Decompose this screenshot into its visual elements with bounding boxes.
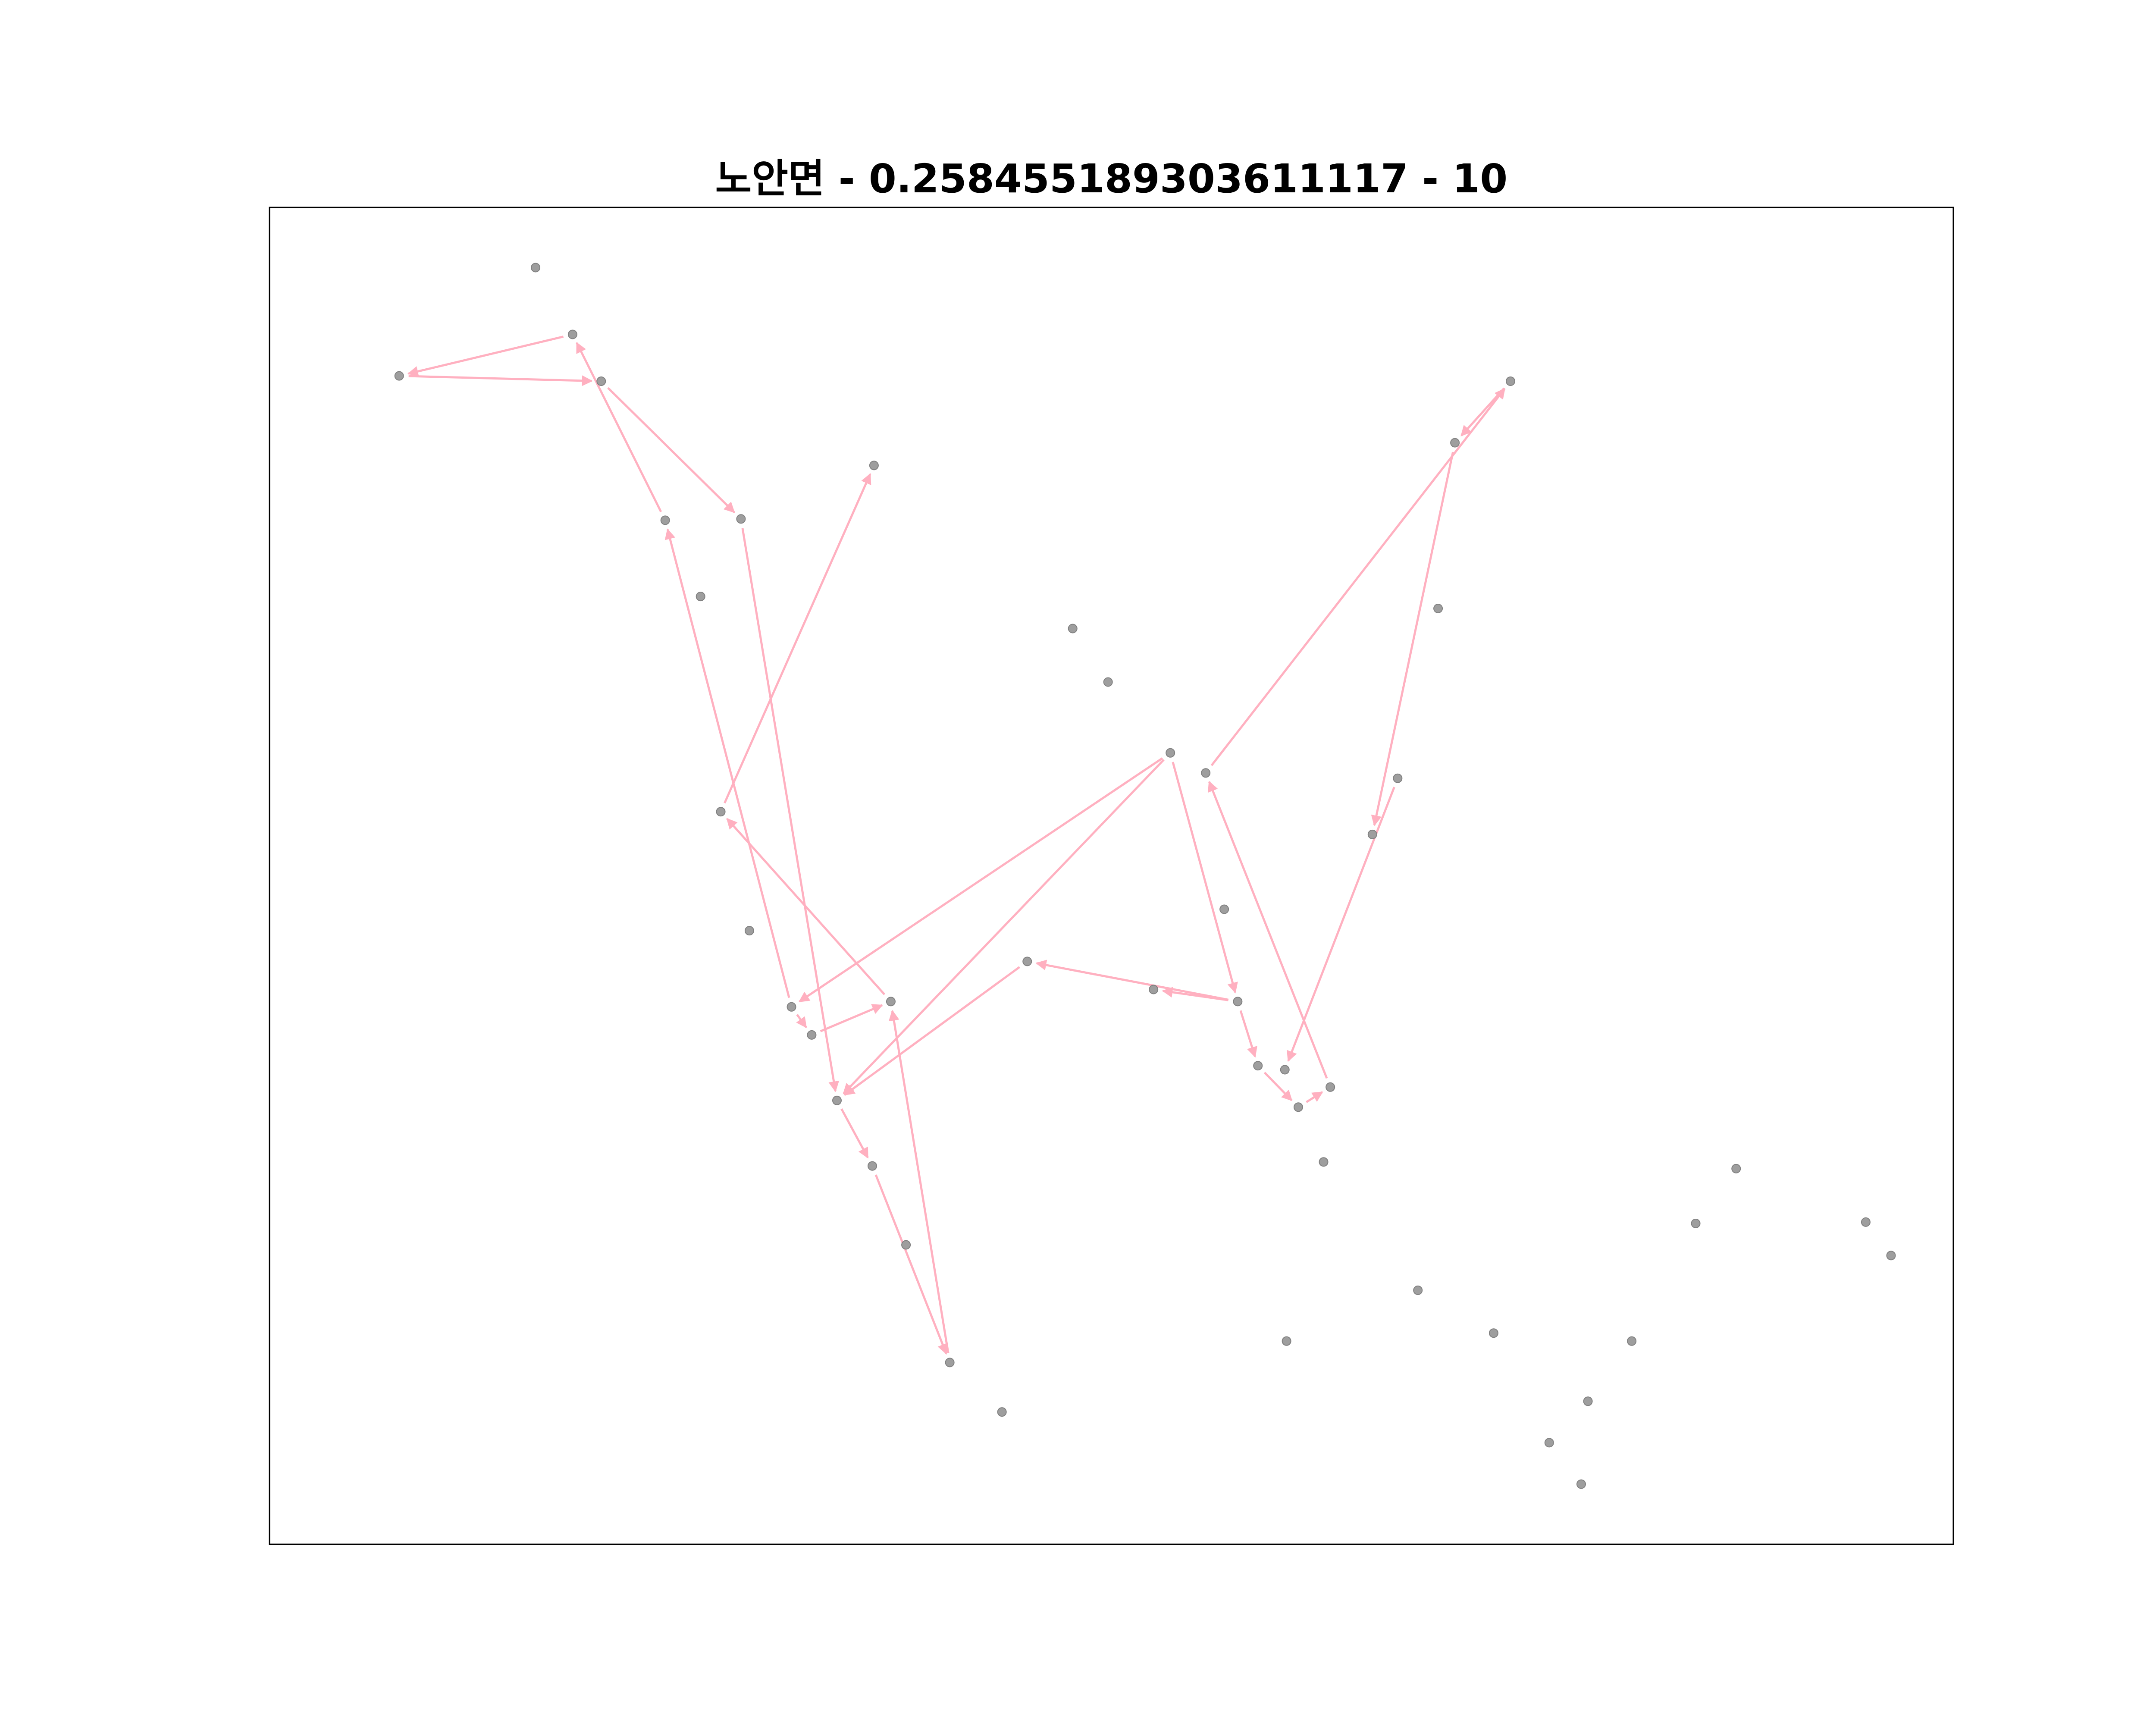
data-point-25: [807, 1030, 817, 1040]
data-point-11: [1068, 624, 1078, 634]
arrow-13-to-22: [1172, 762, 1238, 994]
data-point-43: [997, 1407, 1007, 1417]
arrow-15-to-27: [1287, 787, 1395, 1062]
arrow-2-to-3: [408, 375, 593, 386]
arrow-5-to-17: [1371, 452, 1454, 826]
data-point-45: [1544, 1438, 1554, 1448]
data-point-19: [744, 926, 754, 936]
data-point-2: [394, 371, 404, 381]
data-point-22: [1233, 997, 1243, 1007]
data-point-41: [1627, 1336, 1637, 1346]
point-layer: [394, 263, 1896, 1489]
arrow-23-to-16: [726, 818, 886, 995]
data-point-32: [1319, 1157, 1329, 1167]
data-point-0: [530, 263, 540, 273]
arrow-22-to-20: [1035, 960, 1229, 1001]
arrow-1-to-2: [407, 336, 564, 377]
data-point-14: [1201, 768, 1211, 778]
data-point-3: [596, 376, 606, 386]
data-point-20: [1022, 957, 1032, 966]
arrow-8-to-30: [741, 528, 840, 1092]
data-point-5: [1450, 438, 1460, 448]
chart-title: 노안면 - 0.258455189303611117 - 10: [715, 156, 1508, 202]
data-point-31: [867, 1161, 877, 1171]
arrow-14-to-4: [1210, 388, 1506, 766]
arrow-22-to-26: [1239, 1010, 1257, 1058]
data-point-13: [1166, 748, 1175, 758]
data-point-29: [1293, 1102, 1303, 1112]
arrow-3-to-8: [607, 387, 735, 513]
arrow-30-to-31: [840, 1108, 869, 1159]
data-point-21: [1149, 985, 1159, 994]
data-point-38: [1413, 1286, 1423, 1295]
arrow-31-to-39: [874, 1174, 948, 1355]
arrow-layer: [407, 336, 1506, 1355]
data-point-27: [1280, 1065, 1290, 1075]
data-point-28: [1326, 1082, 1335, 1092]
arrow-20-to-30: [843, 966, 1020, 1096]
data-point-4: [1505, 376, 1515, 386]
data-point-34: [1691, 1219, 1701, 1228]
data-point-30: [832, 1095, 842, 1105]
arrow-26-to-29: [1263, 1072, 1293, 1101]
data-point-6: [869, 461, 879, 470]
arrow-24-to-25: [796, 1014, 807, 1029]
data-point-15: [1393, 773, 1403, 783]
data-point-37: [1886, 1251, 1896, 1261]
plot-area-frame: [269, 207, 1954, 1545]
data-point-44: [1583, 1396, 1593, 1406]
data-point-40: [1489, 1328, 1498, 1338]
data-point-1: [567, 329, 577, 339]
data-point-10: [1433, 604, 1443, 613]
data-point-26: [1253, 1061, 1263, 1071]
data-point-9: [696, 592, 705, 602]
data-point-23: [886, 997, 896, 1007]
arrow-24-to-7: [664, 528, 790, 998]
arrow-25-to-23: [820, 1004, 883, 1032]
data-point-12: [1103, 677, 1113, 687]
data-point-42: [1282, 1336, 1291, 1346]
data-point-33: [1731, 1164, 1741, 1173]
arrow-4-to-5: [1460, 387, 1505, 437]
data-point-36: [901, 1240, 911, 1250]
data-point-17: [1367, 829, 1377, 839]
data-point-7: [660, 515, 670, 525]
data-point-46: [1576, 1479, 1586, 1489]
arrow-28-to-14: [1207, 781, 1328, 1079]
data-point-39: [945, 1358, 955, 1367]
arrow-22-to-21: [1162, 987, 1228, 1001]
data-point-8: [736, 514, 746, 524]
arrow-13-to-24: [798, 757, 1163, 1003]
arrow-13-to-30: [843, 759, 1165, 1095]
arrow-7-to-1: [576, 342, 662, 512]
data-point-18: [1219, 904, 1229, 914]
arrow-29-to-28: [1306, 1091, 1323, 1103]
data-point-35: [1861, 1217, 1871, 1227]
data-point-24: [787, 1002, 796, 1012]
arrow-39-to-23: [888, 1010, 950, 1354]
arrow-16-to-6: [724, 473, 871, 804]
data-point-16: [716, 807, 726, 817]
